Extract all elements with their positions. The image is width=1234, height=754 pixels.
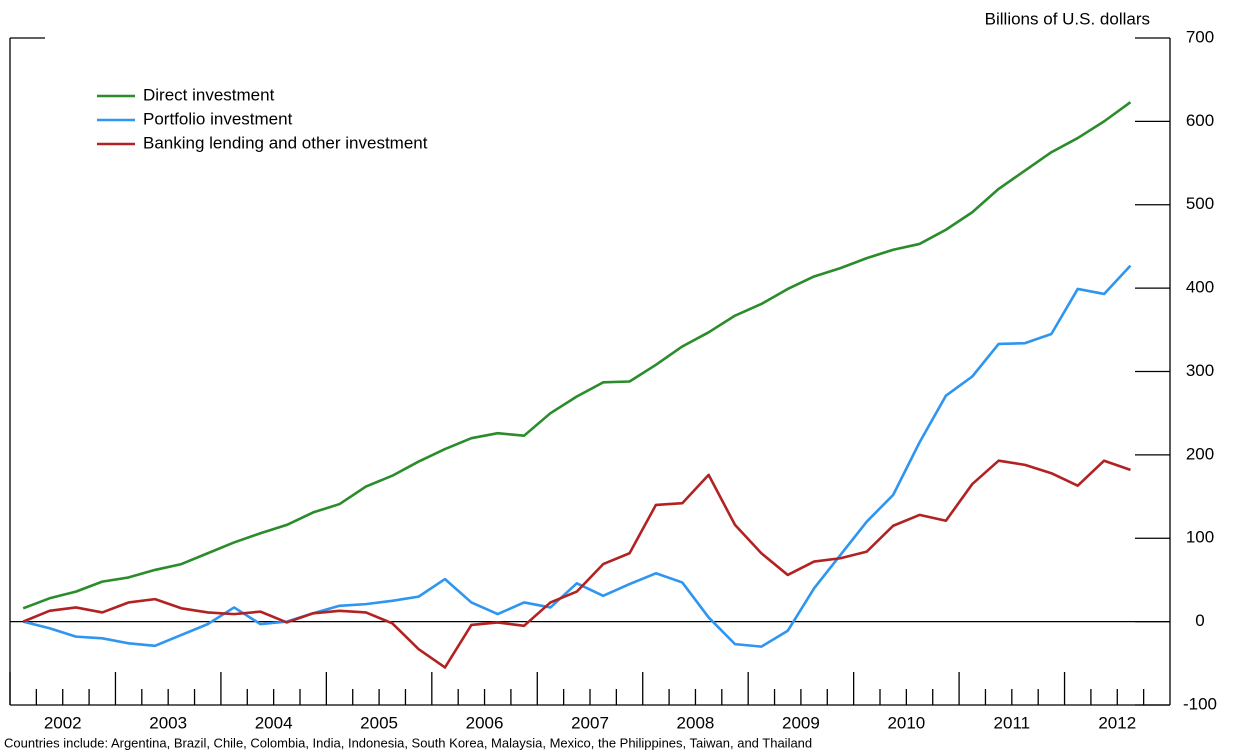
x-tick-label: 2012 [1098,713,1136,732]
y-tick-label: 500 [1186,194,1214,213]
x-tick-label: 2002 [44,713,82,732]
series-line [22,264,1132,648]
x-tick-label: 2010 [887,713,925,732]
y-tick-label: 300 [1186,361,1214,380]
x-tick-label: 2007 [571,713,609,732]
legend-label: Portfolio investment [143,109,293,128]
y-tick-label: 700 [1186,27,1214,46]
note: Countries include: Argentina, Brazil, Ch… [4,735,812,750]
legend-label: Banking lending and other investment [143,133,428,152]
y-tick-label: 0 [1195,611,1204,630]
x-tick-label: 2011 [994,713,1031,732]
y-tick-label: 600 [1186,111,1214,130]
x-tick-label: 2003 [149,713,187,732]
y-tick-label: -100 [1183,694,1217,713]
x-tick-label: 2009 [782,713,820,732]
y-tick-label: 400 [1186,278,1214,297]
series-line [22,101,1132,610]
x-tick-label: 2008 [677,713,715,732]
legend-label: Direct investment [143,85,275,104]
series-line [22,459,1131,669]
y-tick-label: 100 [1186,528,1214,547]
x-tick-label: 2005 [360,713,398,732]
x-tick-label: 2006 [466,713,504,732]
y-axis-label: Billions of U.S. dollars [985,9,1150,28]
y-tick-label: 200 [1186,444,1214,463]
x-tick-label: 2004 [255,713,293,732]
